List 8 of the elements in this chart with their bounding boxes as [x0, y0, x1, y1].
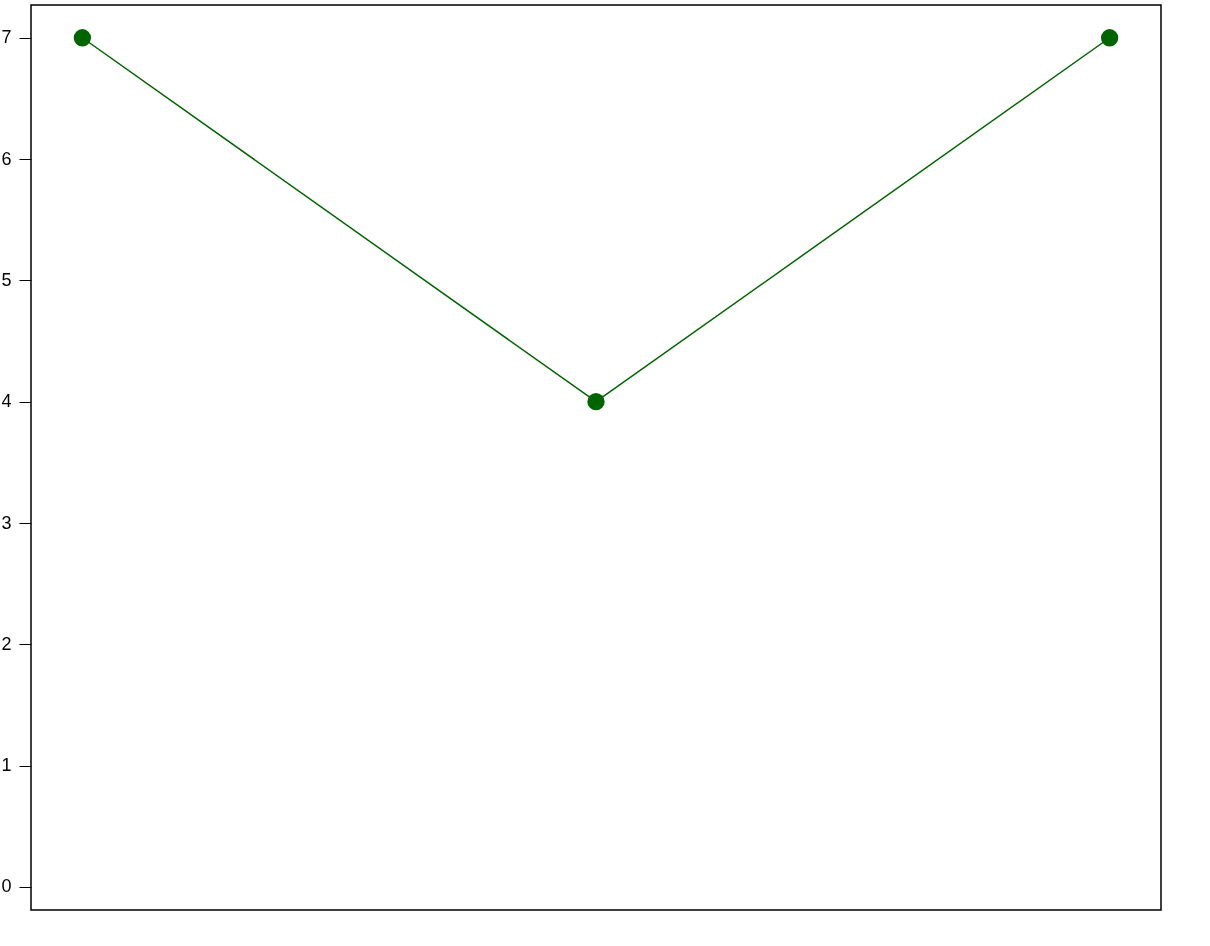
y-tick-label: 3	[1, 512, 12, 533]
y-tick-label: 6	[1, 148, 12, 169]
y-tick-label: 2	[1, 633, 12, 654]
y-tick-label: 5	[1, 269, 12, 290]
y-tick-label: 4	[1, 391, 12, 412]
y-tick-label: 7	[1, 27, 12, 48]
y-tick-label: 1	[1, 755, 12, 776]
y-tick-label: 0	[1, 876, 12, 897]
